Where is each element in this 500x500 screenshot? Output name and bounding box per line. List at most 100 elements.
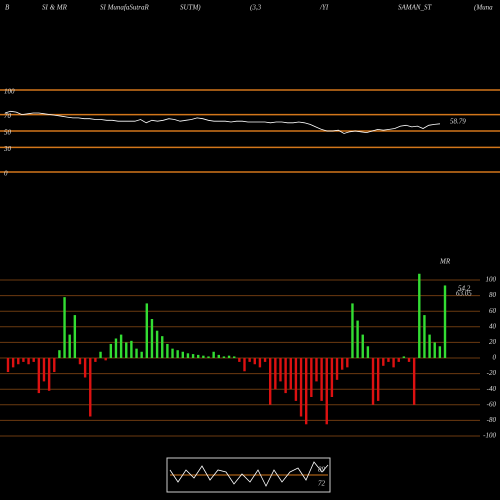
bar xyxy=(315,358,318,382)
bar xyxy=(284,358,287,394)
bar xyxy=(263,358,267,362)
bar xyxy=(109,343,113,358)
bar xyxy=(42,358,46,382)
bar xyxy=(356,320,359,358)
header-text: SAMAN_ST xyxy=(398,4,433,12)
bar xyxy=(37,358,41,394)
bar xyxy=(176,350,179,358)
bar xyxy=(238,358,241,362)
bar xyxy=(299,358,303,417)
bar xyxy=(351,303,354,358)
bar xyxy=(382,358,385,366)
bar xyxy=(125,342,128,358)
y-tick-label: 60 xyxy=(489,307,497,315)
bar xyxy=(222,356,226,358)
y-tick-label: 100 xyxy=(4,88,15,96)
mini-label: 89 xyxy=(318,466,326,474)
bar xyxy=(207,356,210,358)
bar xyxy=(310,358,313,397)
bar xyxy=(438,346,442,358)
bar xyxy=(274,358,277,390)
rsi-line xyxy=(4,110,441,134)
bar xyxy=(402,356,406,358)
bar xyxy=(130,340,133,358)
bar xyxy=(155,330,159,358)
y-tick-label: 0 xyxy=(4,170,8,178)
bar xyxy=(330,358,334,397)
bar xyxy=(294,358,298,401)
bar xyxy=(181,351,184,358)
bar xyxy=(83,358,87,378)
bar xyxy=(443,285,447,358)
header-text: (Muna xyxy=(474,4,493,12)
header-text: (3,3 xyxy=(250,4,262,12)
y-tick-label: 20 xyxy=(489,338,497,346)
bar xyxy=(145,303,149,358)
y-tick-label: 40 xyxy=(489,322,497,330)
bar xyxy=(412,358,416,405)
mini-frame xyxy=(166,457,331,493)
bar xyxy=(63,297,66,358)
bar xyxy=(161,336,164,358)
header-text: /YI xyxy=(319,4,329,12)
bar xyxy=(73,315,77,358)
bar xyxy=(32,358,35,362)
bar xyxy=(253,358,256,365)
bar xyxy=(166,343,169,358)
y-tick-label: -40 xyxy=(487,385,497,393)
header-text: B xyxy=(5,4,10,12)
bar xyxy=(191,354,195,358)
bar xyxy=(197,354,200,358)
bar xyxy=(140,351,143,358)
bar xyxy=(340,358,344,370)
bar xyxy=(99,351,102,358)
y-tick-label: -60 xyxy=(487,400,497,408)
rsi-label: 58.79 xyxy=(450,117,466,125)
bar xyxy=(423,315,426,358)
bar xyxy=(418,273,421,358)
bar xyxy=(233,356,236,358)
bar xyxy=(202,355,205,358)
bar xyxy=(376,358,380,401)
bar xyxy=(361,334,364,358)
mini-series xyxy=(169,461,329,487)
bar xyxy=(212,351,215,358)
bar xyxy=(320,358,323,401)
y-tick-label: 80 xyxy=(489,291,497,299)
bar xyxy=(433,342,436,358)
bar xyxy=(135,348,138,358)
bar xyxy=(279,358,282,382)
bar xyxy=(258,358,262,368)
bar xyxy=(335,358,339,380)
bar xyxy=(371,358,375,405)
bar xyxy=(78,358,82,365)
bar xyxy=(289,358,292,390)
bar xyxy=(217,354,220,358)
y-tick-label: -100 xyxy=(483,432,496,440)
bar xyxy=(68,334,71,358)
bar xyxy=(27,358,30,365)
bar xyxy=(119,334,123,358)
bar xyxy=(428,334,431,358)
bar xyxy=(186,353,190,358)
bar xyxy=(269,358,272,405)
y-tick-label: 70 xyxy=(4,112,12,120)
header-text: SUTM) xyxy=(180,4,201,12)
bar xyxy=(150,319,154,358)
bar xyxy=(47,358,51,391)
bar xyxy=(325,358,328,425)
bar xyxy=(11,358,15,368)
bar xyxy=(22,358,25,362)
bar xyxy=(397,358,400,362)
bar xyxy=(392,358,395,368)
mini-label: 72 xyxy=(318,480,326,488)
y-tick-label: 50 xyxy=(4,129,12,137)
bar xyxy=(248,358,251,362)
panel-label: MR xyxy=(439,258,451,266)
bar xyxy=(407,358,411,362)
bar xyxy=(6,358,10,373)
y-tick-label: 30 xyxy=(3,145,12,153)
bar xyxy=(366,346,370,358)
bar xyxy=(53,358,56,373)
